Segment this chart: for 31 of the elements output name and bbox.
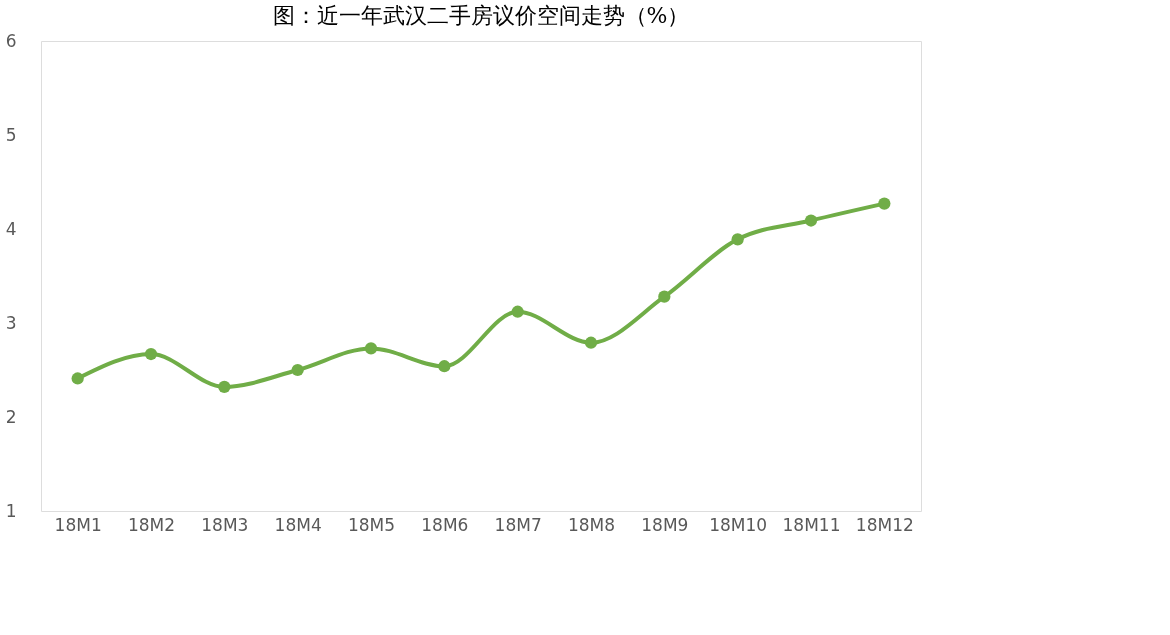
- x-tick-label: 18M5: [347, 514, 396, 535]
- point: [71, 372, 84, 385]
- y-tick-label: 1: [5, 500, 17, 521]
- point: [584, 336, 598, 349]
- x-tick-label: 18M12: [855, 514, 914, 535]
- y-tick-label: 4: [5, 218, 17, 239]
- point: [218, 380, 231, 394]
- x-tick-label: 18M6: [421, 514, 469, 535]
- point: [438, 360, 451, 373]
- point: [731, 233, 744, 246]
- y-tick-label: 5: [5, 124, 17, 145]
- point: [878, 197, 891, 210]
- y-tick-label: 2: [5, 406, 17, 427]
- x-tick-label: 18M4: [274, 514, 322, 535]
- x-tick-label: 18M11: [782, 514, 841, 535]
- x-tick-label: 18M10: [709, 514, 768, 535]
- point: [511, 305, 524, 318]
- x-tick-label: 18M3: [201, 514, 249, 535]
- y-tick-label: 3: [5, 312, 17, 333]
- x-tick-label: 18M1: [54, 514, 102, 535]
- x-tick-label: 18M7: [494, 514, 542, 535]
- x-tick-label: 18M9: [641, 514, 689, 535]
- point: [144, 347, 158, 361]
- point: [364, 342, 378, 355]
- x-tick-label: 18M8: [567, 514, 616, 535]
- x-tick-label: 18M2: [127, 514, 176, 535]
- point: [658, 290, 671, 303]
- point: [804, 214, 818, 227]
- chart-title: 图：近一年武汉二手房议价空间走势（%）: [272, 3, 690, 28]
- point: [291, 363, 304, 377]
- y-tick-label: 6: [5, 30, 17, 51]
